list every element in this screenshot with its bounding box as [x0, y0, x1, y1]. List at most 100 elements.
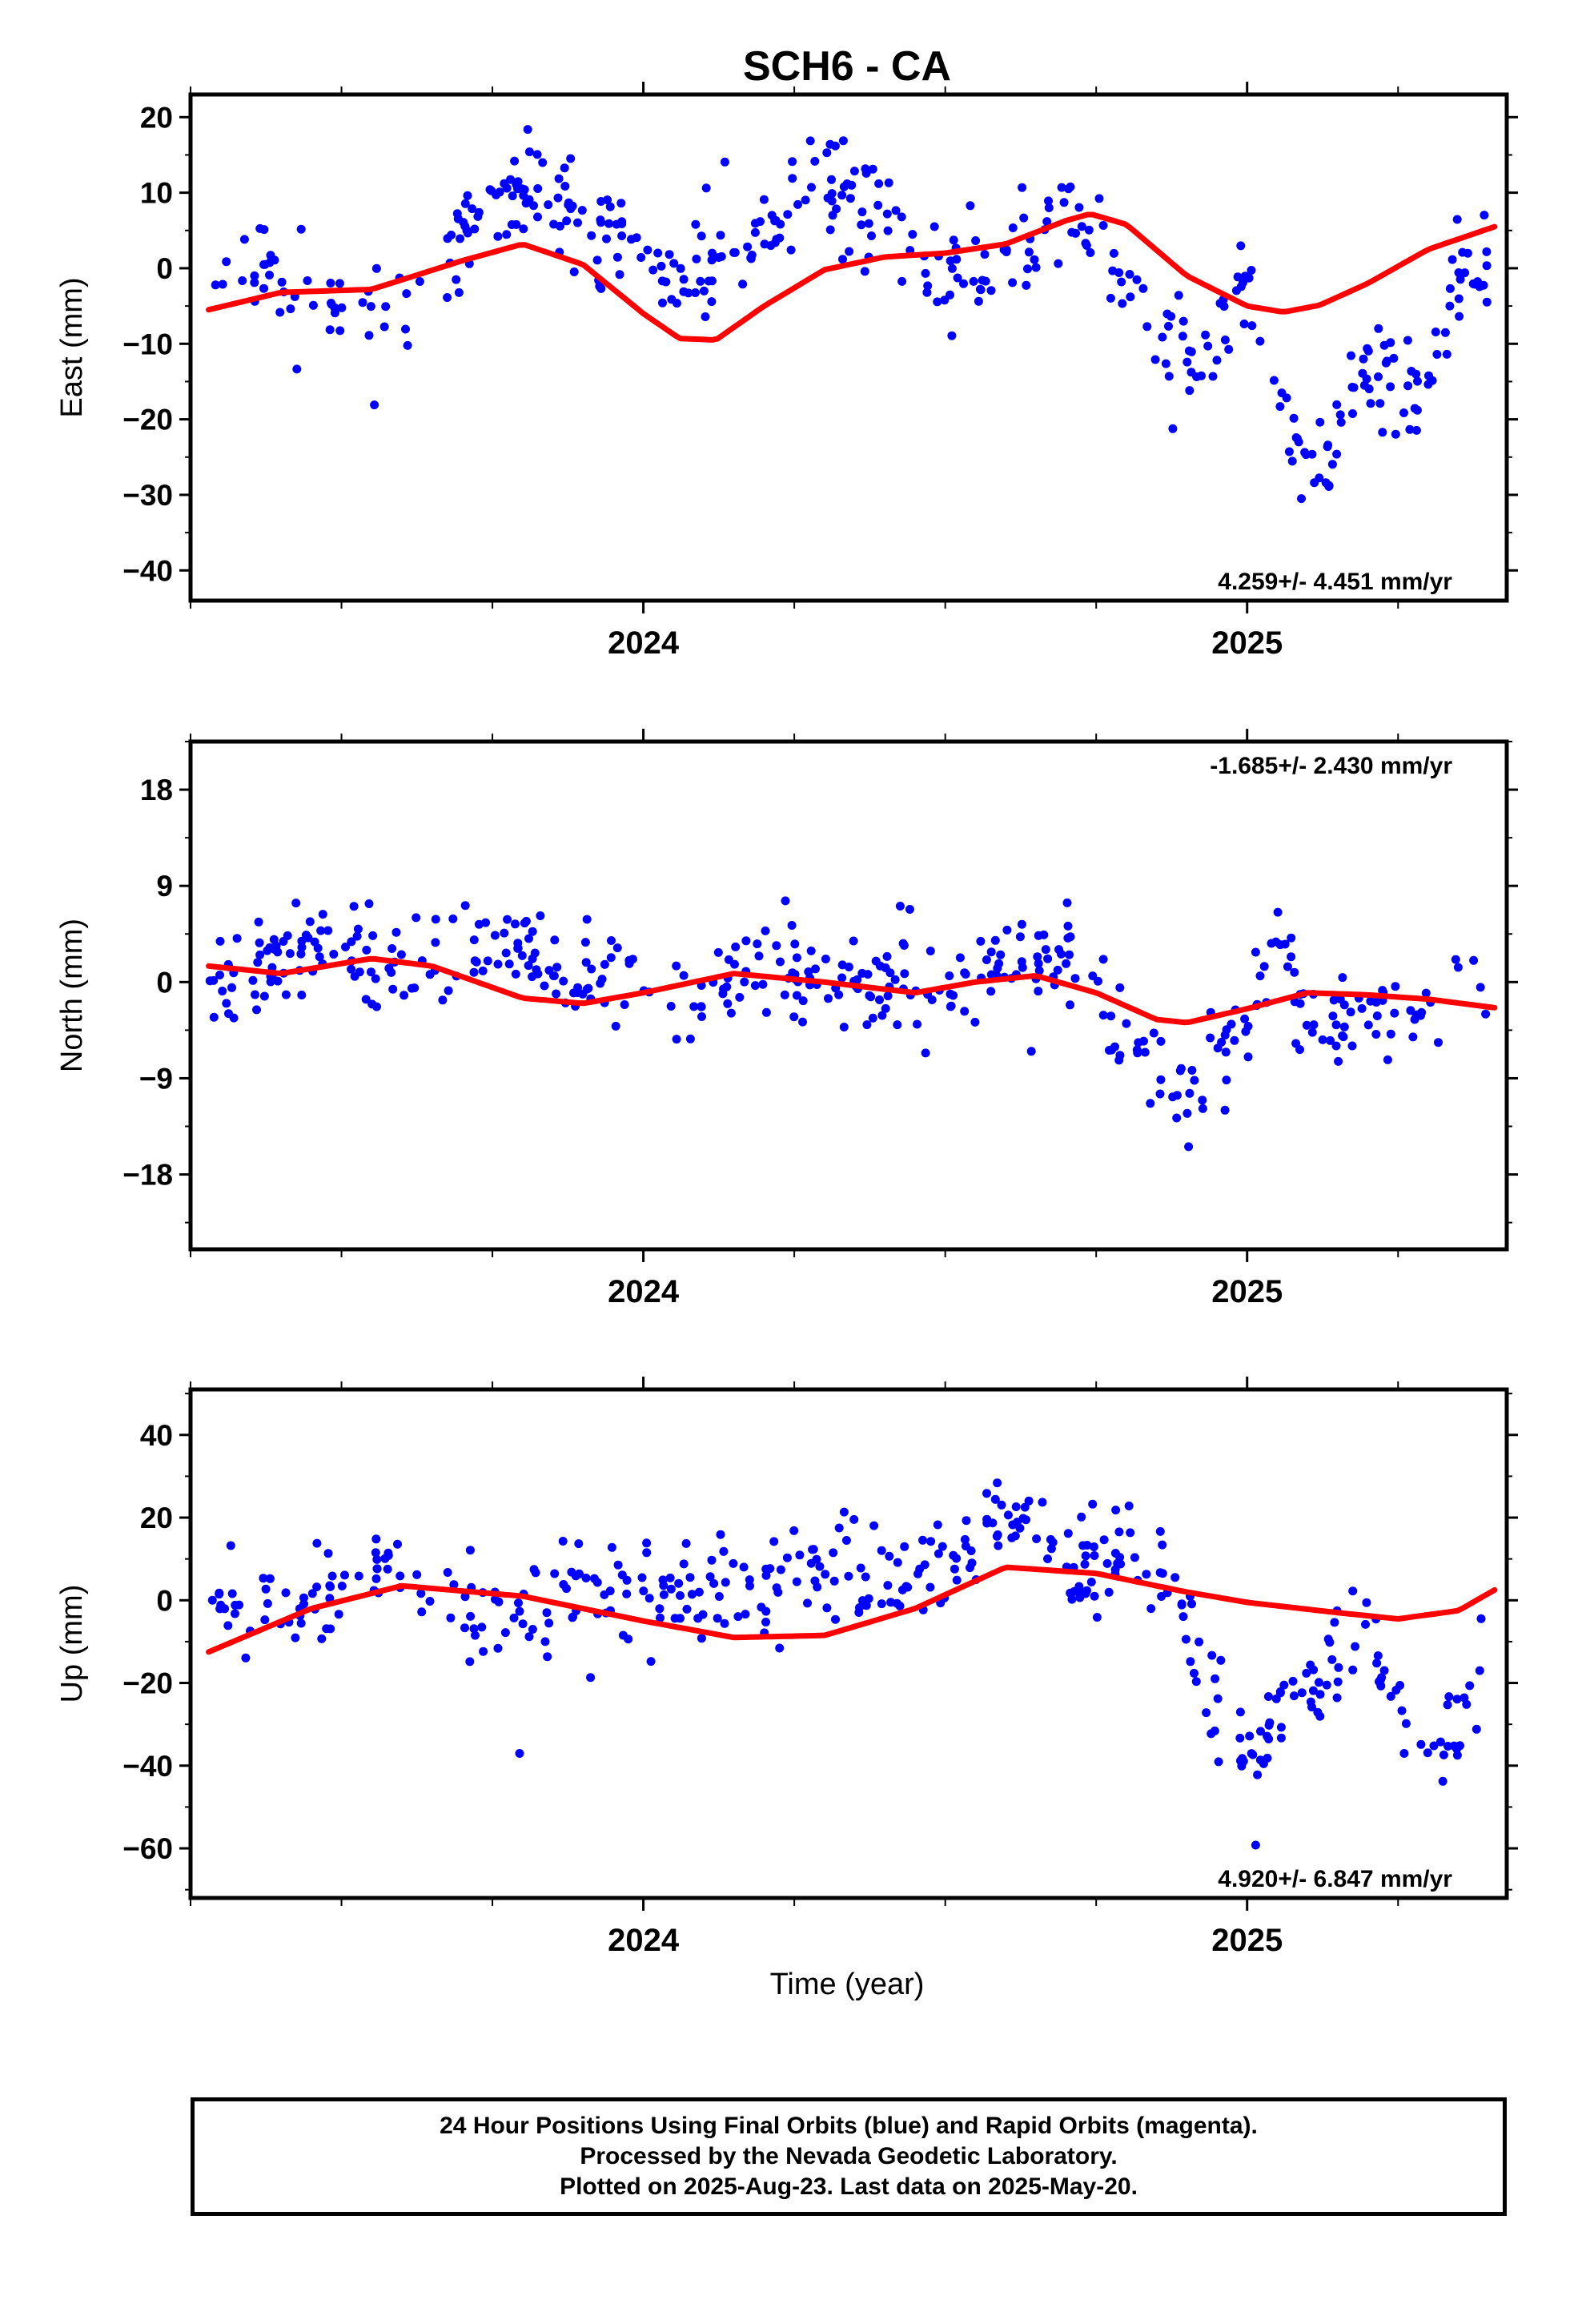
up-data-point: [581, 1574, 591, 1582]
east-data-point: [810, 156, 820, 166]
east-data-point: [874, 179, 884, 188]
east-data-point: [401, 324, 410, 334]
east-data-point: [1002, 247, 1011, 256]
east-data-point: [971, 236, 981, 245]
east-data-point: [1166, 312, 1176, 321]
east-data-point: [1161, 359, 1170, 368]
east-data-point: [1203, 341, 1213, 351]
east-data-point: [493, 231, 503, 241]
east-data-point: [533, 184, 543, 193]
north-data-point: [1267, 939, 1276, 948]
up-data-point: [1003, 1510, 1013, 1520]
up-data-point: [687, 1590, 697, 1599]
north-data-point: [1338, 973, 1347, 983]
east-data-point: [673, 299, 681, 308]
east-x-tick-label: 2025: [1211, 625, 1283, 661]
east-data-point: [969, 276, 978, 286]
east-data-point: [708, 248, 717, 258]
up-data-point: [721, 1578, 730, 1587]
east-data-point: [949, 235, 958, 245]
east-data-point: [577, 206, 587, 215]
east-data-point: [1294, 437, 1303, 447]
up-data-point: [371, 1548, 380, 1558]
east-data-point: [691, 288, 700, 297]
east-data-point: [1178, 332, 1187, 341]
east-data-point: [560, 182, 570, 191]
east-data-point: [1023, 264, 1032, 274]
east-data-point: [1184, 346, 1194, 356]
north-data-point: [355, 967, 364, 977]
east-data-point: [325, 325, 335, 335]
east-data-point: [1117, 277, 1126, 287]
east-data-point: [1192, 372, 1202, 381]
up-data-point: [1276, 1733, 1286, 1743]
up-data-point: [776, 1565, 785, 1574]
east-data-point: [524, 147, 534, 157]
east-data-point: [1455, 312, 1464, 321]
up-data-point: [808, 1545, 817, 1554]
north-data-point: [1168, 1092, 1178, 1102]
up-data-point: [1315, 1711, 1325, 1721]
east-data-point: [1114, 268, 1124, 277]
up-data-point: [493, 1643, 503, 1653]
east-data-point: [1403, 336, 1412, 345]
north-data-point: [368, 931, 378, 940]
up-data-point: [260, 1615, 270, 1625]
east-data-point: [1382, 356, 1391, 366]
north-data-point: [388, 984, 398, 994]
up-data-point: [1351, 1642, 1360, 1651]
up-data-point: [1080, 1559, 1090, 1569]
north-data-point: [313, 943, 323, 953]
east-data-point: [603, 195, 612, 205]
east-y-tick-label: −30: [122, 479, 173, 512]
east-data-point: [566, 204, 576, 214]
north-data-point: [758, 979, 768, 989]
north-data-point: [1065, 950, 1074, 959]
north-data-point: [787, 921, 797, 930]
east-data-point: [980, 250, 990, 259]
up-data-point: [893, 1558, 902, 1567]
up-data-point: [1264, 1720, 1274, 1730]
north-data-point: [1307, 1027, 1317, 1037]
up-data-point: [967, 1558, 977, 1568]
up-data-point: [514, 1598, 523, 1608]
up-data-point: [1416, 1739, 1426, 1749]
north-data-point: [750, 981, 760, 991]
north-data-point: [1066, 1000, 1074, 1010]
east-data-point: [1059, 198, 1069, 207]
east-data-point: [604, 219, 614, 228]
up-data-point: [1330, 1618, 1339, 1627]
east-data-point: [487, 186, 496, 195]
east-data-point: [379, 322, 389, 332]
east-data-point: [1118, 299, 1127, 308]
east-data-point: [922, 287, 932, 297]
north-data-point: [252, 1005, 261, 1015]
east-data-point: [1359, 354, 1368, 364]
up-data-point: [920, 1560, 930, 1570]
north-data-point: [587, 964, 596, 974]
north-data-point: [726, 1008, 736, 1018]
up-data-point: [1452, 1695, 1462, 1704]
up-data-point: [1460, 1693, 1469, 1703]
north-data-point: [224, 1009, 233, 1019]
north-data-point: [412, 913, 421, 923]
north-data-point: [1386, 1029, 1395, 1039]
east-data-point: [1057, 183, 1066, 192]
up-data-point: [500, 1628, 510, 1638]
up-data-point: [659, 1590, 669, 1599]
up-data-point: [1315, 1690, 1325, 1699]
east-data-point: [1335, 410, 1345, 420]
north-data-point: [1347, 1041, 1357, 1051]
north-data-point: [890, 975, 900, 984]
east-data-point: [953, 273, 962, 283]
up-data-point: [618, 1630, 628, 1640]
up-data-point: [1236, 1756, 1245, 1766]
north-data-point: [1053, 965, 1062, 975]
up-data-point: [1081, 1589, 1090, 1598]
east-data-point: [562, 216, 572, 226]
east-data-point: [1366, 399, 1375, 408]
east-rate-label: 4.259+/- 4.451 mm/yr: [1218, 569, 1452, 595]
east-data-point: [573, 218, 582, 227]
east-data-point: [627, 235, 636, 244]
north-data-point: [781, 896, 790, 906]
